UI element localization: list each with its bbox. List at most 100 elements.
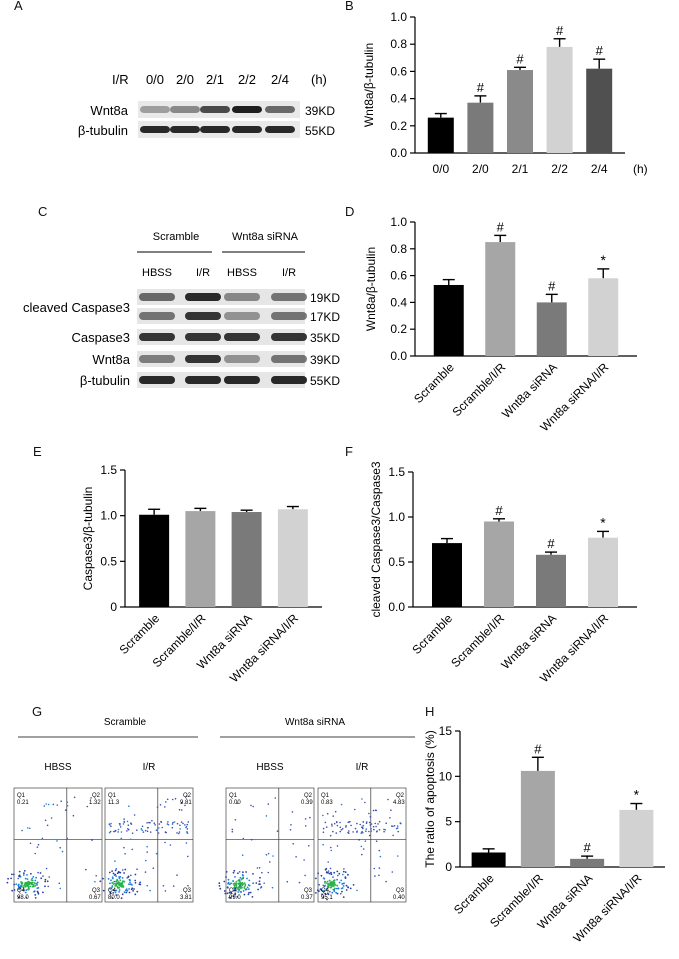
flow-event: [185, 795, 188, 797]
flow-event: [349, 820, 351, 823]
flow-event: [109, 882, 111, 885]
flow-event: [340, 893, 342, 895]
blot-band: [265, 126, 295, 133]
flow-event: [248, 884, 251, 887]
flow-event: [119, 826, 122, 828]
y-tick-label: 0.4: [390, 92, 407, 106]
flow-event: [291, 811, 294, 813]
flow-event: [94, 880, 96, 883]
timepoint-label: 2/0: [176, 72, 194, 87]
flow-event: [122, 886, 125, 888]
flow-event: [332, 815, 335, 817]
molecular-weight-label: 17KD: [310, 310, 340, 324]
flow-event: [146, 830, 149, 833]
flow-event: [109, 891, 112, 894]
flow-event: [174, 797, 177, 800]
flow-event: [118, 891, 120, 893]
flow-event: [127, 828, 130, 831]
flow-event: [44, 878, 47, 881]
flow-event: [372, 809, 375, 812]
flow-event: [331, 823, 333, 826]
flow-event: [141, 825, 144, 828]
flow-event: [113, 880, 116, 883]
flow-event: [229, 896, 231, 899]
flow-event: [237, 872, 239, 875]
flow-event: [178, 808, 181, 811]
y-tick-label: 0.6: [390, 269, 407, 283]
flow-event: [340, 879, 343, 882]
flow-event: [116, 882, 119, 884]
flow-event: [326, 880, 329, 883]
flow-event: [172, 821, 174, 824]
flow-event: [320, 874, 323, 877]
flow-event: [112, 892, 115, 894]
blot-band: [271, 355, 307, 363]
flow-event: [24, 881, 27, 884]
flow-event: [231, 828, 234, 831]
bar: [485, 242, 516, 356]
flow-event: [379, 855, 382, 858]
molecular-weight-label: 19KD: [310, 291, 340, 305]
flow-event: [26, 882, 29, 885]
bar: [185, 511, 216, 607]
flow-event: [333, 890, 336, 893]
flow-event: [345, 825, 347, 827]
flow-event: [152, 867, 155, 869]
flow-event: [334, 810, 337, 813]
flow-event: [391, 871, 394, 873]
bar: [427, 117, 454, 153]
flow-event: [252, 882, 255, 885]
flow-event: [226, 892, 229, 895]
flow-event: [250, 838, 253, 841]
molecular-weight-label: 55KD: [305, 124, 335, 138]
flow-event: [165, 831, 167, 834]
flow-event: [164, 890, 167, 892]
y-tick-label: 10: [439, 769, 453, 783]
flow-event: [276, 830, 279, 832]
flow-event: [160, 821, 163, 823]
flow-event: [123, 821, 126, 823]
flow-event: [32, 876, 35, 878]
flow-event: [232, 895, 235, 898]
flow-event: [234, 893, 237, 896]
flow-event: [233, 869, 236, 872]
flow-event: [121, 869, 124, 871]
flow-event: [43, 805, 46, 807]
flow-event: [328, 884, 330, 886]
flow-event: [130, 838, 132, 841]
x-tick-label: Scramble: [411, 360, 457, 406]
flow-event: [13, 883, 16, 886]
panel-letter-a: A: [14, 0, 23, 13]
flow-event: [15, 883, 18, 885]
flow-event: [336, 874, 339, 877]
flow-event: [323, 890, 326, 893]
quadrant-name: Q3: [396, 888, 405, 894]
y-tick-label: 0.8: [390, 37, 407, 51]
flow-event: [157, 832, 160, 834]
flow-event: [225, 876, 227, 878]
flow-event: [271, 886, 274, 889]
flow-event: [18, 875, 21, 878]
flow-event: [374, 822, 377, 825]
y-axis-label: Wnt8a/β-tubulin: [362, 43, 376, 127]
flow-event: [339, 826, 342, 829]
y-tick-label: 15: [439, 724, 453, 738]
flow-event: [364, 801, 366, 804]
flow-event: [165, 801, 167, 803]
flow-event: [348, 830, 350, 832]
flow-event: [36, 881, 39, 884]
flow-event: [155, 852, 158, 855]
flow-event: [149, 831, 152, 833]
flow-event: [125, 891, 128, 894]
flow-event: [126, 889, 129, 892]
flow-event: [247, 888, 250, 890]
flow-event: [232, 883, 235, 885]
y-axis-label: cleaved Caspase3/Caspase3: [369, 461, 383, 617]
flow-event: [332, 885, 335, 887]
flow-event: [336, 884, 339, 887]
quadrant-name: Q3: [183, 888, 192, 894]
flow-event: [176, 874, 178, 876]
flow-event: [236, 896, 239, 898]
flow-event: [112, 872, 115, 875]
flow-event: [162, 885, 165, 887]
